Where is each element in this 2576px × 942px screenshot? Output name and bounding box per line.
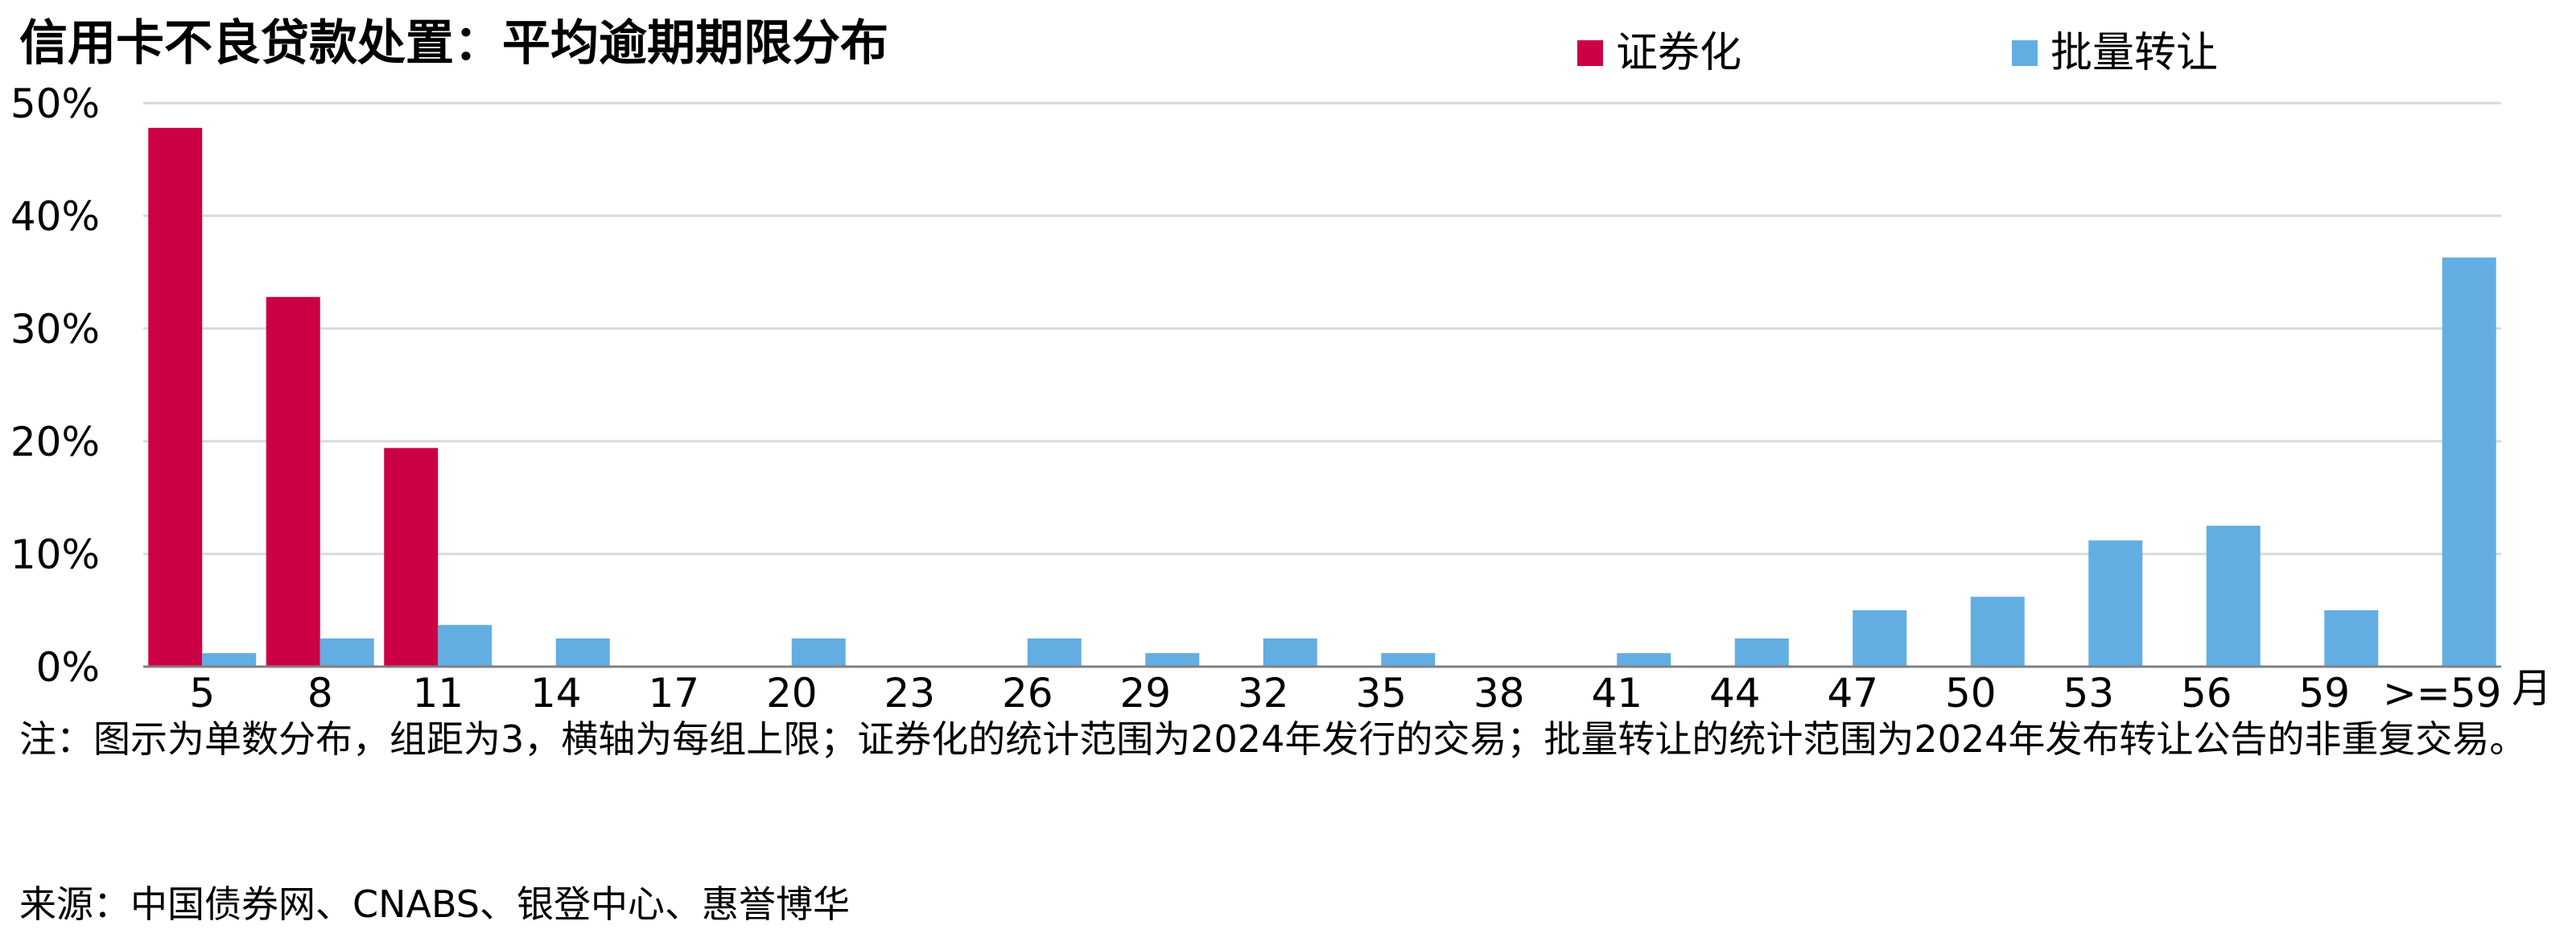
legend-item-securitization: 证券化 bbox=[1577, 27, 1741, 79]
chart-source: 来源：中国债券网、CNABS、银登中心、惠誉博华 bbox=[19, 882, 850, 926]
x-tick-label: 5 bbox=[189, 670, 215, 709]
bar-securitization bbox=[266, 296, 320, 667]
x-tick-label: 50 bbox=[1945, 670, 1997, 709]
legend-item-bulk-transfer: 批量转让 bbox=[2012, 27, 2218, 79]
x-tick-label: >=59 bbox=[2383, 670, 2501, 709]
legend-swatch-securitization bbox=[1577, 40, 1603, 66]
bar-bulk-transfer bbox=[1027, 638, 1082, 667]
bar-securitization bbox=[148, 127, 203, 667]
bar-bulk-transfer bbox=[1970, 597, 2025, 667]
bar-bulk-transfer bbox=[1145, 653, 1200, 667]
bar-bulk-transfer bbox=[2442, 257, 2496, 667]
bar-bulk-transfer bbox=[202, 653, 257, 667]
bar-bulk-transfer bbox=[1263, 638, 1317, 667]
x-tick-label: 17 bbox=[648, 670, 699, 709]
x-tick-label: 38 bbox=[1473, 670, 1525, 709]
x-tick-label: 59 bbox=[2298, 670, 2350, 709]
x-tick-label: 14 bbox=[530, 670, 582, 709]
y-tick-label: 50% bbox=[10, 81, 100, 127]
legend-label-bulk-transfer: 批量转让 bbox=[2050, 29, 2219, 77]
bar-bulk-transfer bbox=[2324, 610, 2379, 667]
y-tick-label: 20% bbox=[10, 419, 100, 465]
x-tick-label: 53 bbox=[2063, 670, 2114, 709]
x-tick-label: 35 bbox=[1355, 670, 1407, 709]
y-tick-label: 30% bbox=[10, 306, 100, 353]
legend-label-securitization: 证券化 bbox=[1616, 29, 1742, 77]
x-axis-label: 月 bbox=[2512, 665, 2552, 709]
x-tick-label: 26 bbox=[1002, 670, 1053, 709]
bar-bulk-transfer bbox=[319, 638, 374, 667]
x-tick-label: 56 bbox=[2181, 670, 2232, 709]
x-tick-label: 47 bbox=[1827, 670, 1878, 709]
bar-bulk-transfer bbox=[2206, 526, 2261, 667]
chart-plot: 0% 10% 20% 30% 40% 50% 5 8 11 14 17 20 23 26 29 32 35 38 4… bbox=[10, 81, 2552, 709]
x-tick-label: 8 bbox=[307, 670, 333, 709]
chart-note: 注：图示为单数分布，组距为3，横轴为每组上限；证券化的统计范围为2024年发行的… bbox=[19, 717, 2527, 761]
bar-bulk-transfer bbox=[438, 625, 493, 667]
y-tick-label: 40% bbox=[10, 193, 100, 240]
chart-title: 信用卡不良贷款处置：平均逾期期限分布 bbox=[19, 15, 888, 72]
x-tick-label: 20 bbox=[766, 670, 818, 709]
bar-bulk-transfer bbox=[1617, 653, 1671, 667]
bar-bulk-transfer bbox=[2088, 540, 2143, 667]
x-tick-label: 44 bbox=[1709, 670, 1761, 709]
bar-bulk-transfer bbox=[1381, 653, 1436, 667]
bar-bulk-transfer bbox=[1734, 638, 1789, 667]
x-tick-label: 23 bbox=[884, 670, 935, 709]
legend-swatch-bulk-transfer bbox=[2012, 40, 2038, 66]
bar-bulk-transfer bbox=[555, 638, 610, 667]
y-tick-label: 0% bbox=[36, 644, 100, 691]
x-tick-label: 32 bbox=[1238, 670, 1289, 709]
bar-bulk-transfer bbox=[791, 638, 846, 667]
x-tick-label: 41 bbox=[1591, 670, 1642, 709]
bar-bulk-transfer bbox=[1853, 610, 1907, 667]
x-tick-label: 11 bbox=[412, 670, 464, 709]
x-tick-label: 29 bbox=[1119, 670, 1171, 709]
y-tick-label: 10% bbox=[10, 531, 100, 578]
bar-securitization bbox=[384, 448, 439, 667]
